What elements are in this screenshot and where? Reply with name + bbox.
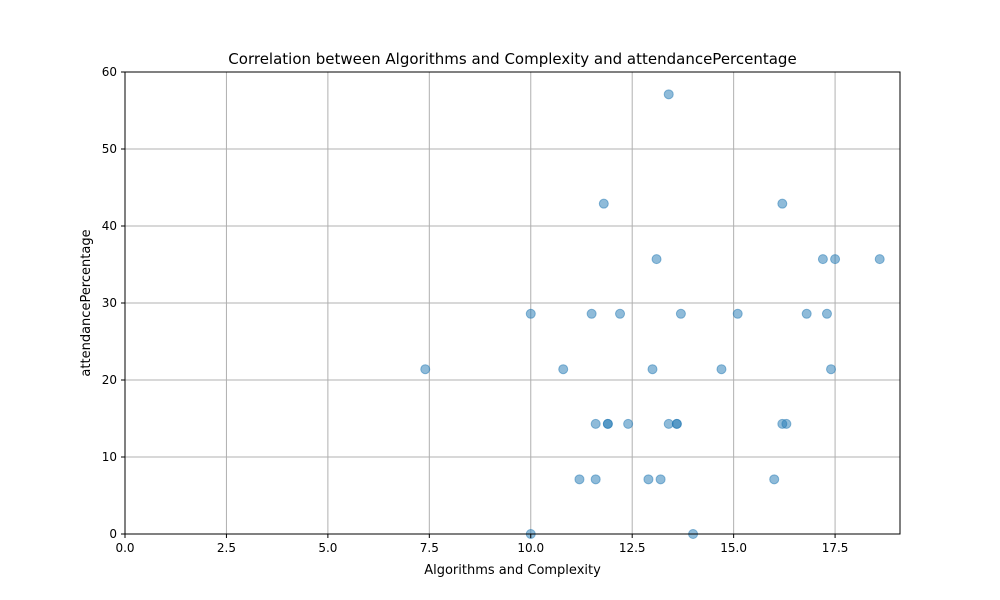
scatter-point xyxy=(651,254,662,265)
x-tick-label: 5.0 xyxy=(318,541,337,555)
scatter-point xyxy=(769,474,780,485)
scatter-point xyxy=(615,308,626,319)
scatter-point xyxy=(801,308,812,319)
x-tick-label: 0.0 xyxy=(115,541,134,555)
scatter-point xyxy=(732,308,743,319)
x-tick-label: 12.5 xyxy=(619,541,646,555)
scatter-point xyxy=(643,474,654,485)
chart-title: Correlation between Algorithms and Compl… xyxy=(228,50,796,68)
scatter-point xyxy=(777,198,788,209)
scatter-point xyxy=(781,418,792,429)
scatter-point xyxy=(655,474,666,485)
scatter-point xyxy=(826,364,837,375)
scatter-point xyxy=(817,254,828,265)
y-tick-label: 50 xyxy=(102,142,117,156)
y-tick-label: 30 xyxy=(102,296,117,310)
scatter-point xyxy=(420,364,431,375)
scatter-point xyxy=(574,474,585,485)
scatter-point xyxy=(716,364,727,375)
scatter-point xyxy=(647,364,658,375)
scatter-point xyxy=(623,418,634,429)
scatter-point xyxy=(675,308,686,319)
scatter-point xyxy=(830,254,841,265)
scatter-point xyxy=(525,308,536,319)
y-tick-label: 40 xyxy=(102,219,117,233)
scatter-point xyxy=(602,418,613,429)
x-tick-label: 17.5 xyxy=(822,541,849,555)
scatter-point xyxy=(590,474,601,485)
y-axis-label: attendancePercentage xyxy=(79,229,94,376)
y-tick-label: 20 xyxy=(102,373,117,387)
scatter-point xyxy=(874,254,885,265)
scatter-point xyxy=(558,364,569,375)
scatter-point xyxy=(590,418,601,429)
scatter-point xyxy=(821,308,832,319)
x-tick-label: 10.0 xyxy=(517,541,544,555)
y-tick-label: 0 xyxy=(109,527,117,541)
grid-lines xyxy=(124,71,900,535)
x-axis-ticks: 0.0 2.5 5.0 7.5 10.0 12.5 15.0 17.5 xyxy=(115,534,848,555)
scatter-point xyxy=(671,418,682,429)
scatter-point xyxy=(586,308,597,319)
y-axis-ticks: 0 10 20 30 40 50 60 xyxy=(102,65,125,541)
scatter-point xyxy=(598,198,609,209)
y-tick-label: 10 xyxy=(102,450,117,464)
x-tick-label: 15.0 xyxy=(720,541,747,555)
x-tick-label: 2.5 xyxy=(217,541,236,555)
x-axis-label: Algorithms and Complexity xyxy=(424,563,601,578)
y-tick-label: 60 xyxy=(102,65,117,79)
x-tick-label: 7.5 xyxy=(420,541,439,555)
scatter-point xyxy=(663,89,674,100)
